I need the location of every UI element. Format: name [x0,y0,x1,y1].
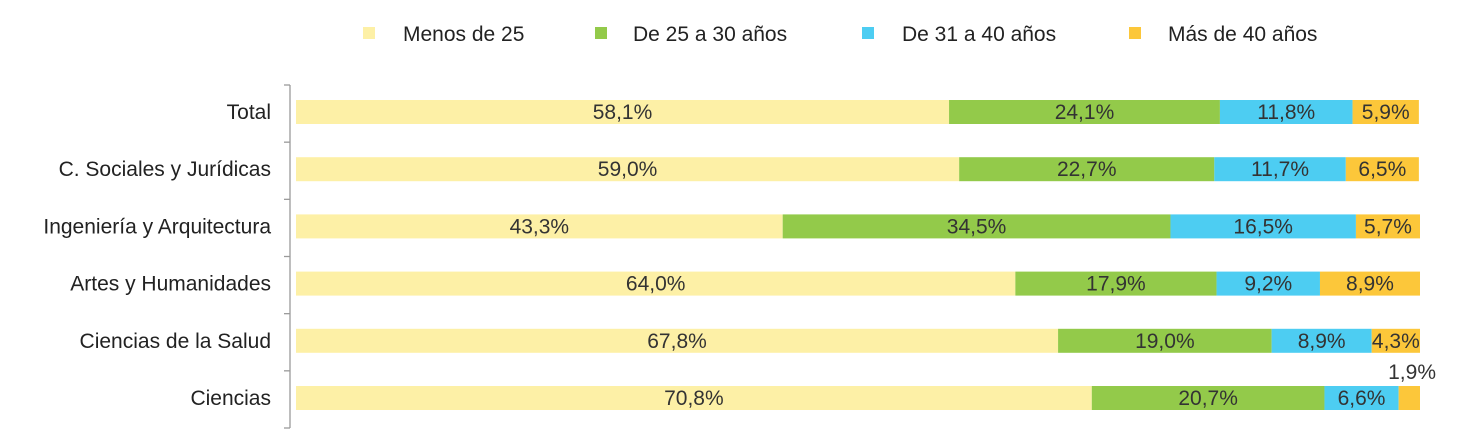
legend-label-mas-de-40-anos: Más de 40 años [1168,23,1317,46]
data-label-artes-y-humanidades-menos-de-25: 64,0% [626,273,686,296]
data-label-ciencias-de-25-a-30-anos: 20,7% [1178,387,1238,410]
data-label-total-mas-de-40-anos: 5,9% [1362,101,1410,124]
data-label-ciencias-de-la-salud-de-25-a-30-anos: 19,0% [1135,330,1195,353]
data-label-ciencias-mas-de-40-anos: 1,9% [1388,361,1436,384]
category-label-ciencias-de-la-salud: Ciencias de la Salud [80,330,271,353]
data-label-c-sociales-y-juridicas-mas-de-40-anos: 6,5% [1358,158,1406,181]
bar-total-mas-de-40-anos [1352,100,1419,124]
data-label-c-sociales-y-juridicas-menos-de-25: 59,0% [598,158,658,181]
data-label-ingenieria-y-arquitectura-menos-de-25: 43,3% [510,215,570,238]
bar-ingenieria-y-arquitectura-de-31-a-40-anos [1170,214,1356,239]
data-label-ciencias-menos-de-25: 70,8% [664,387,724,410]
bar-c-sociales-y-juridicas-mas-de-40-anos [1345,157,1419,182]
legend-swatch-de-25-a-30-anos [595,27,607,39]
legend-swatch-menos-de-25 [363,27,375,39]
bar-artes-y-humanidades-mas-de-40-anos [1319,271,1420,296]
bar-total-de-25-a-30-anos [949,100,1220,124]
category-label-ingenieria-y-arquitectura: Ingeniería y Arquitectura [43,215,271,238]
data-label-ingenieria-y-arquitectura-de-25-a-30-anos: 34,5% [947,215,1007,238]
data-label-ciencias-de-la-salud-mas-de-40-anos: 4,3% [1372,330,1420,353]
data-label-artes-y-humanidades-de-25-a-30-anos: 17,9% [1086,273,1146,296]
data-label-c-sociales-y-juridicas-de-31-a-40-anos: 11,7% [1251,158,1309,181]
data-label-artes-y-humanidades-de-31-a-40-anos: 9,2% [1244,273,1292,296]
data-label-ciencias-de-la-salud-de-31-a-40-anos: 8,9% [1298,330,1346,353]
data-label-ingenieria-y-arquitectura-de-31-a-40-anos: 16,5% [1233,215,1293,238]
legend-label-de-25-a-30-anos: De 25 a 30 años [633,23,787,46]
bar-total-menos-de-25 [296,100,950,124]
bar-ciencias-de-la-salud-de-25-a-30-anos [1058,328,1272,353]
category-label-artes-y-humanidades: Artes y Humanidades [70,273,271,296]
legend-swatch-mas-de-40-anos [1129,27,1141,39]
bar-artes-y-humanidades-de-25-a-30-anos [1015,271,1217,296]
data-label-ciencias-de-la-salud-menos-de-25: 67,8% [647,330,707,353]
bar-c-sociales-y-juridicas-menos-de-25 [296,157,960,182]
bar-ciencias-menos-de-25 [296,386,1092,410]
data-label-total-de-25-a-30-anos: 24,1% [1055,101,1115,124]
bar-ciencias-de-la-salud-mas-de-40-anos [1371,328,1420,353]
bars: Total 58,1% 24,1% 11,8% 5,9% C. Sociales y Ju… [43,100,1436,410]
bar-c-sociales-y-juridicas-de-31-a-40-anos [1214,157,1346,182]
bar-c-sociales-y-juridicas-de-25-a-30-anos [959,157,1215,182]
data-label-ciencias-de-31-a-40-anos: 6,6% [1338,387,1386,410]
bar-ingenieria-y-arquitectura-mas-de-40-anos [1355,214,1420,239]
bar-total-de-31-a-40-anos [1219,100,1353,124]
bar-ciencias-de-31-a-40-anos [1324,386,1399,410]
bar-ciencias-de-la-salud-menos-de-25 [296,328,1059,353]
category-label-total: Total [227,101,271,124]
data-label-total-de-31-a-40-anos: 11,8% [1257,101,1315,124]
bar-ingenieria-y-arquitectura-menos-de-25 [296,214,783,239]
bar-ciencias-de-25-a-30-anos [1091,386,1325,410]
data-label-total-menos-de-25: 58,1% [593,101,653,124]
category-axis [284,84,291,429]
legend-swatch-de-31-a-40-anos [862,27,874,39]
bar-ingenieria-y-arquitectura-de-25-a-30-anos [782,214,1171,239]
bar-artes-y-humanidades-de-31-a-40-anos [1216,271,1320,296]
legend-label-de-31-a-40-anos: De 31 a 40 años [902,23,1056,46]
data-label-ingenieria-y-arquitectura-mas-de-40-anos: 5,7% [1364,215,1412,238]
category-label-ciencias: Ciencias [190,387,271,410]
category-label-c-sociales-y-juridicas: C. Sociales y Jurídicas [59,158,271,181]
bar-ciencias-de-la-salud-de-31-a-40-anos [1271,328,1372,353]
legend-label-menos-de-25: Menos de 25 [403,23,524,46]
data-label-artes-y-humanidades-mas-de-40-anos: 8,9% [1346,273,1394,296]
legend: Menos de 25 De 25 a 30 años De 31 a 40 año… [363,23,1317,46]
bar-ciencias-mas-de-40-anos [1398,386,1420,410]
bar-artes-y-humanidades-menos-de-25 [296,271,1016,296]
data-label-c-sociales-y-juridicas-de-25-a-30-anos: 22,7% [1057,158,1117,181]
